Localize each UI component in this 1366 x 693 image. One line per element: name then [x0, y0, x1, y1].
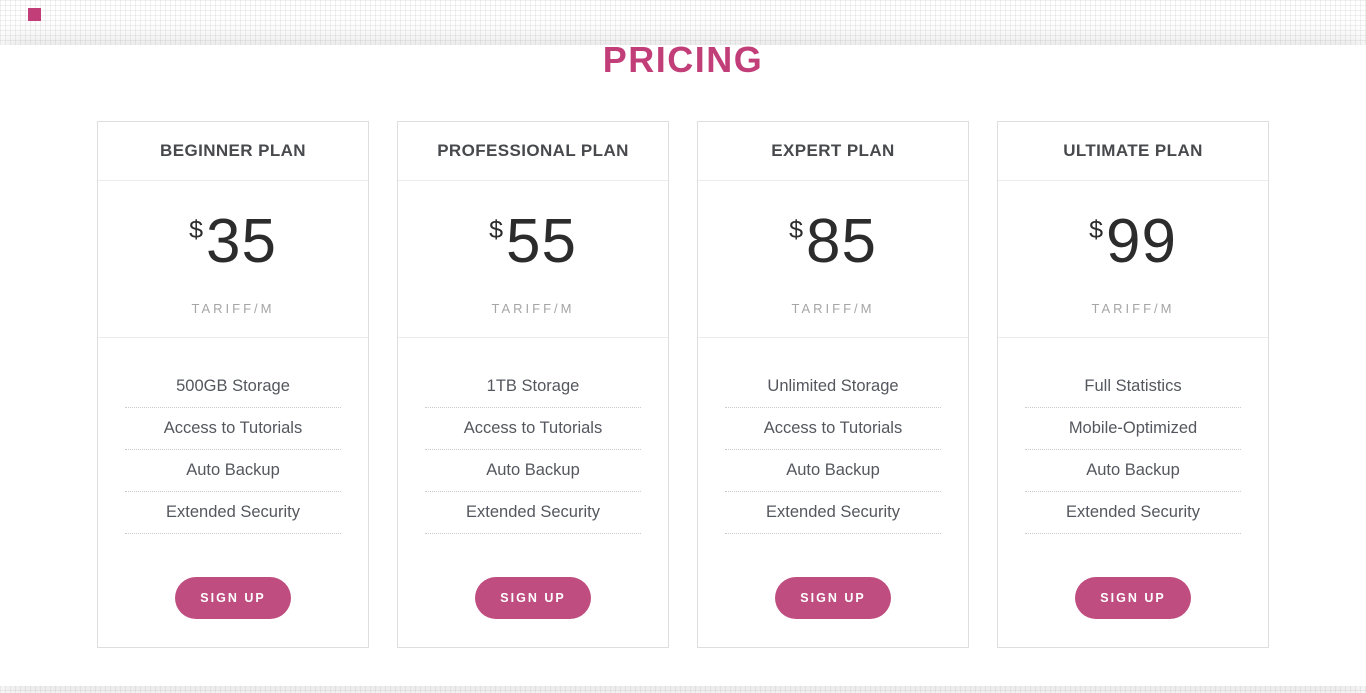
signup-button[interactable]: SIGN UP	[775, 577, 891, 619]
feature-item: Auto Backup	[1025, 450, 1241, 492]
pricing-cards: BEGINNER PLAN $35 TARIFF/M 500GB Storage…	[97, 121, 1269, 648]
feature-item: Extended Security	[725, 492, 941, 534]
price-currency: $	[789, 216, 803, 244]
feature-item: Access to Tutorials	[425, 408, 641, 450]
feature-item: Access to Tutorials	[725, 408, 941, 450]
feature-item: 1TB Storage	[425, 366, 641, 408]
plan-price-block: $99 TARIFF/M	[998, 181, 1268, 338]
signup-button[interactable]: SIGN UP	[175, 577, 291, 619]
price-period: TARIFF/M	[491, 301, 575, 316]
cta-row: SIGN UP	[698, 577, 968, 619]
plan-price-block: $55 TARIFF/M	[398, 181, 668, 338]
pricing-card: BEGINNER PLAN $35 TARIFF/M 500GB Storage…	[97, 121, 369, 648]
feature-item: Auto Backup	[425, 450, 641, 492]
feature-list: Unlimited Storage Access to Tutorials Auto…	[698, 338, 968, 534]
feature-item: Extended Security	[425, 492, 641, 534]
price-line: $99	[998, 211, 1268, 289]
pricing-card: PROFESSIONAL PLAN $55 TARIFF/M 1TB Stora…	[397, 121, 669, 648]
plan-title: BEGINNER PLAN	[98, 122, 368, 181]
feature-item: Extended Security	[125, 492, 341, 534]
pricing-card: EXPERT PLAN $85 TARIFF/M Unlimited Stora…	[697, 121, 969, 648]
page-title: PRICING	[602, 39, 764, 80]
feature-item: Unlimited Storage	[725, 366, 941, 408]
price-period: TARIFF/M	[791, 301, 875, 316]
feature-item: 500GB Storage	[125, 366, 341, 408]
pricing-card: ULTIMATE PLAN $99 TARIFF/M Full Statisti…	[997, 121, 1269, 648]
feature-item: Full Statistics	[1025, 366, 1241, 408]
feature-item: Access to Tutorials	[125, 408, 341, 450]
cta-row: SIGN UP	[998, 577, 1268, 619]
cta-row: SIGN UP	[398, 577, 668, 619]
plan-title: ULTIMATE PLAN	[998, 122, 1268, 181]
price-amount: 35	[205, 207, 277, 276]
feature-list: 500GB Storage Access to Tutorials Auto Bac…	[98, 338, 368, 534]
feature-item: Auto Backup	[725, 450, 941, 492]
price-line: $35	[98, 211, 368, 289]
price-currency: $	[1089, 216, 1103, 244]
cta-row: SIGN UP	[98, 577, 368, 619]
plan-title: EXPERT PLAN	[698, 122, 968, 181]
plan-title: PROFESSIONAL PLAN	[398, 122, 668, 181]
signup-button[interactable]: SIGN UP	[1075, 577, 1191, 619]
price-amount: 99	[1105, 207, 1177, 276]
price-currency: $	[189, 216, 203, 244]
feature-list: 1TB Storage Access to Tutorials Auto Backu…	[398, 338, 668, 534]
price-line: $55	[398, 211, 668, 289]
feature-item: Extended Security	[1025, 492, 1241, 534]
signup-button[interactable]: SIGN UP	[475, 577, 591, 619]
price-amount: 85	[805, 207, 877, 276]
feature-item: Auto Backup	[125, 450, 341, 492]
corner-marker	[28, 8, 41, 21]
plan-price-block: $35 TARIFF/M	[98, 181, 368, 338]
plan-price-block: $85 TARIFF/M	[698, 181, 968, 338]
price-currency: $	[489, 216, 503, 244]
price-period: TARIFF/M	[191, 301, 275, 316]
price-period: TARIFF/M	[1091, 301, 1175, 316]
feature-list: Full Statistics Mobile-Optimized Auto Back…	[998, 338, 1268, 534]
price-amount: 55	[505, 207, 577, 276]
price-line: $85	[698, 211, 968, 289]
feature-item: Mobile-Optimized	[1025, 408, 1241, 450]
